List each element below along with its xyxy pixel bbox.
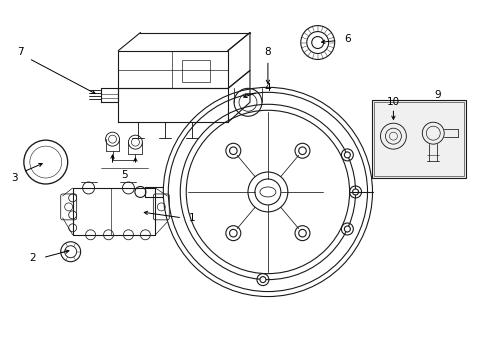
Bar [371, 100, 465, 178]
Bar [373, 102, 463, 176]
Text: 1: 1 [188, 213, 195, 223]
Text: 6: 6 [344, 33, 350, 44]
Text: 10: 10 [386, 97, 399, 107]
Circle shape [298, 147, 305, 154]
Text: 2: 2 [29, 253, 36, 263]
Circle shape [260, 276, 265, 283]
Circle shape [229, 229, 237, 237]
Circle shape [344, 152, 349, 158]
Text: 9: 9 [433, 90, 440, 100]
Text: 4: 4 [264, 84, 271, 93]
Circle shape [229, 147, 237, 154]
Text: 7: 7 [18, 48, 24, 58]
Circle shape [352, 189, 358, 195]
Text: 8: 8 [264, 48, 271, 58]
Circle shape [344, 226, 349, 232]
Text: 3: 3 [12, 173, 18, 183]
Bar [182, 60, 210, 82]
Circle shape [298, 229, 305, 237]
Text: 5: 5 [121, 170, 127, 180]
